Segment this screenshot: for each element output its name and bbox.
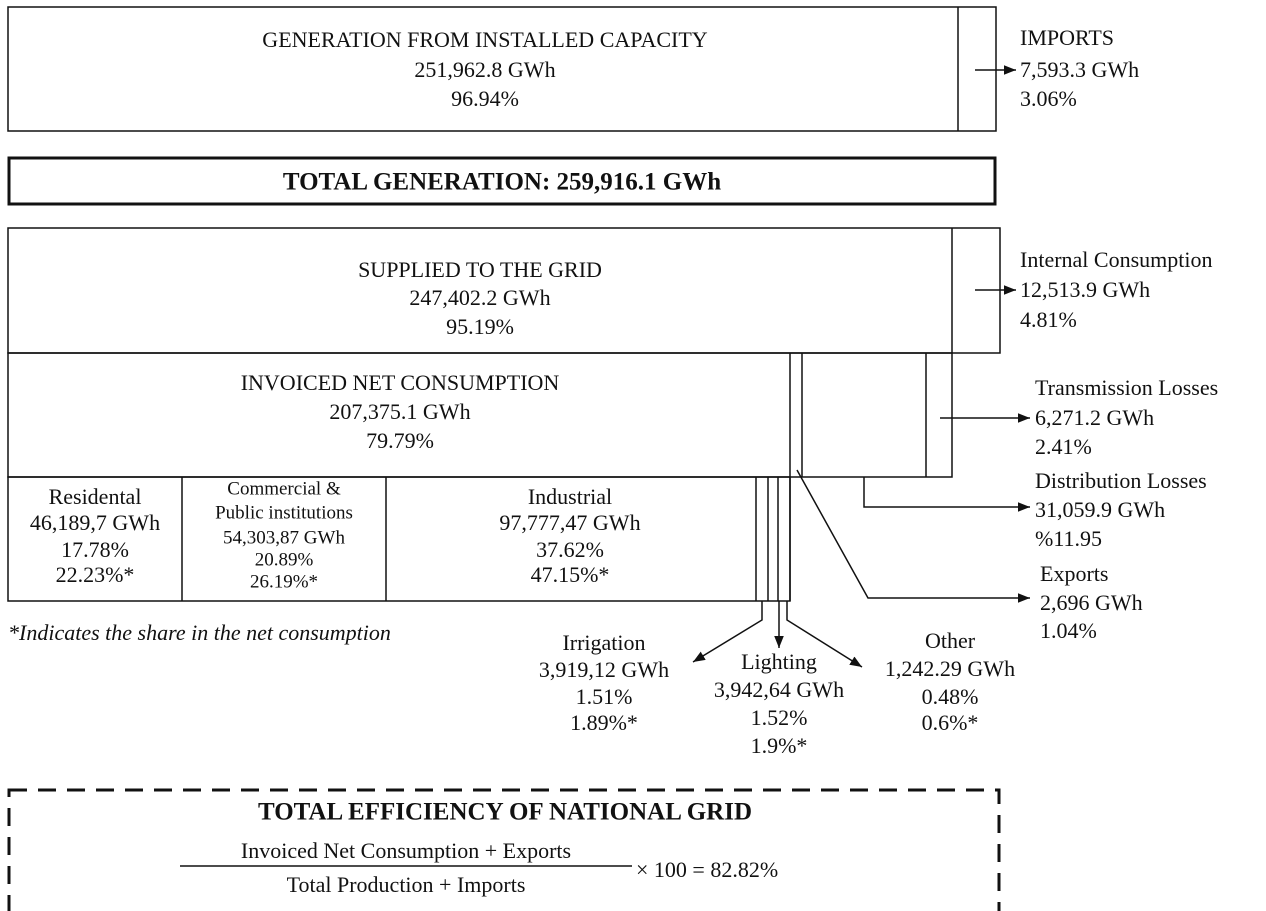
sector-amount: 97,777,47 GWh (499, 510, 641, 535)
sector-net-share: 1.9%* (750, 733, 808, 758)
internal-share: 4.81% (1020, 307, 1077, 332)
sector-net-share: 22.23%* (55, 562, 135, 587)
sector-amount: 3,942,64 GWh (713, 677, 845, 702)
invoiced-amount: 207,375.1 GWh (329, 399, 471, 424)
footnote: *Indicates the share in the net consumpt… (8, 620, 391, 645)
generation-share: 96.94% (451, 86, 519, 111)
sector-net-share: 26.19%* (249, 571, 319, 593)
sector-share: 20.89% (254, 549, 314, 571)
sector-share: 1.51% (575, 684, 633, 709)
sector-amount: 1,242.29 GWh (884, 656, 1016, 681)
sector-label: Public institutions (215, 502, 353, 524)
supplied-amount: 247,402.2 GWh (409, 285, 551, 310)
generation-amount: 251,962.8 GWh (414, 57, 556, 82)
imports-title: IMPORTS (1020, 25, 1115, 50)
efficiency-box (7, 788, 1001, 911)
sector-amount: 3,919,12 GWh (538, 657, 670, 682)
exports-share: 1.04% (1040, 618, 1097, 643)
sector-amount: 46,189,7 GWh (29, 510, 161, 535)
sector-label: Residental (48, 484, 142, 509)
transmission-title: Transmission Losses (1035, 375, 1219, 400)
sector-share: 1.52% (750, 705, 808, 730)
sector-share: 0.48% (921, 684, 979, 709)
efficiency-denominator: Total Production + Imports (286, 872, 526, 897)
exports-title: Exports (1040, 561, 1109, 586)
transmission-share: 2.41% (1035, 434, 1092, 459)
sector-label: Lighting (741, 649, 817, 674)
sector-amount: 54,303,87 GWh (223, 527, 345, 549)
imports-amount: 7,593.3 GWh (1020, 57, 1140, 82)
sector-row (7, 476, 791, 602)
exports-amount: 2,696 GWh (1040, 590, 1143, 615)
generation-title: GENERATION FROM INSTALLED CAPACITY (262, 27, 708, 52)
generation-box (7, 6, 997, 132)
arrow (796, 469, 1030, 603)
sector-label: Other (924, 628, 976, 653)
sector-share: 17.78% (61, 537, 129, 562)
efficiency-result: × 100 = 82.82% (636, 857, 779, 882)
imports-share: 3.06% (1020, 86, 1077, 111)
sector-label: Commercial & (227, 478, 341, 500)
sector-share: 37.62% (536, 537, 604, 562)
sector-net-share: 0.6%* (921, 710, 979, 735)
sector-label: Irrigation (562, 630, 646, 655)
total-generation: TOTAL GENERATION: 259,916.1 GWh (282, 168, 722, 196)
invoiced-share: 79.79% (366, 428, 434, 453)
sector-label: Industrial (527, 484, 613, 509)
invoiced-title: INVOICED NET CONSUMPTION (240, 370, 560, 395)
efficiency-title: TOTAL EFFICIENCY OF NATIONAL GRID (257, 798, 753, 826)
transmission-amount: 6,271.2 GWh (1035, 405, 1155, 430)
internal-amount: 12,513.9 GWh (1020, 277, 1151, 302)
sector-net-share: 1.89%* (570, 710, 638, 735)
supplied-share: 95.19% (446, 314, 514, 339)
arrow (786, 601, 863, 668)
total-box (7, 156, 997, 206)
arrow (863, 477, 1030, 512)
sector-net-share: 47.15%* (530, 562, 610, 587)
arrow (692, 601, 763, 663)
distribution-title: Distribution Losses (1035, 468, 1207, 493)
supplied-title: SUPPLIED TO THE GRID (358, 257, 602, 282)
distribution-share: %11.95 (1035, 526, 1103, 551)
internal-title: Internal Consumption (1020, 247, 1213, 272)
distribution-amount: 31,059.9 GWh (1035, 497, 1166, 522)
efficiency-numerator: Invoiced Net Consumption + Exports (240, 838, 572, 863)
